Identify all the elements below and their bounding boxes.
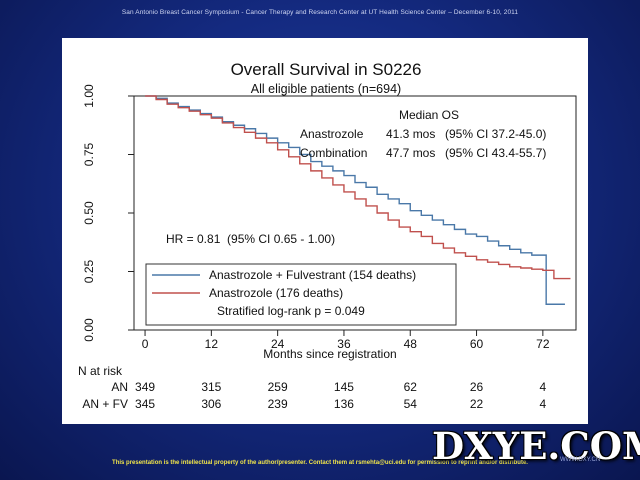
watermark-logo: DXYE.COM	[432, 424, 640, 468]
x-tick-label: 24	[271, 337, 285, 351]
x-tick-label: 60	[470, 337, 484, 351]
median-os-arm-2: Combination	[300, 146, 367, 160]
risk-cell: 4	[540, 380, 547, 394]
slide-footer: This presentation is the intellectual pr…	[112, 460, 528, 466]
median-os-value-2: 47.7 mos	[386, 146, 435, 160]
risk-cell: 4	[540, 397, 547, 411]
risk-cell: 306	[201, 397, 221, 411]
survival-curves	[145, 95, 571, 305]
chart-panel: Overall Survival in S0226 All eligible p…	[62, 38, 588, 424]
x-tick-label: 0	[142, 337, 149, 351]
y-tick-label: 0.50	[82, 201, 96, 225]
x-tick-label: 12	[205, 337, 219, 351]
x-tick-label: 72	[536, 337, 550, 351]
x-tick-label: 36	[337, 337, 351, 351]
y-tick-label: 1.00	[82, 84, 96, 108]
x-tick-label: 48	[404, 337, 418, 351]
risk-cell: 145	[334, 380, 354, 394]
legend-label-2: Anastrozole (176 deaths)	[209, 286, 343, 300]
risk-row-label-an: AN	[111, 380, 128, 394]
risk-values: 349 315 259 145 62 26 4 345 306 239 136 54 22 4	[135, 380, 546, 411]
legend-box	[145, 263, 457, 326]
legend-note: Stratified log-rank p = 0.049	[217, 304, 365, 318]
slide-header: San Antonio Breast Cancer Symposium - Ca…	[121, 9, 519, 16]
curve-an	[145, 95, 571, 280]
risk-cell: 239	[268, 397, 288, 411]
risk-cell: 349	[135, 380, 155, 394]
risk-row-label-anfv: AN + FV	[82, 397, 128, 411]
watermark-url: WWW.DXY.CN	[560, 457, 601, 463]
median-os-arm-1: Anastrozole	[300, 127, 364, 141]
risk-cell: 315	[201, 380, 221, 394]
survival-chart: Overall Survival in S0226 All eligible p…	[78, 60, 577, 411]
risk-table: N at risk AN AN + FV 349 315 259 145 62 26 434…	[78, 364, 547, 411]
x-axis: 0 12 24 36 48 60 72	[142, 330, 550, 351]
x-axis-label: Months since registration	[263, 347, 396, 361]
risk-cell: 259	[268, 380, 288, 394]
risk-cell: 62	[404, 380, 418, 394]
legend: Anastrozole + Fulvestrant (154 deaths) A…	[145, 263, 457, 326]
risk-cell: 54	[404, 397, 418, 411]
y-axis: 0.00 0.25 0.50 0.75 1.00	[82, 84, 134, 342]
curve-an-fv	[145, 95, 565, 305]
risk-cell: 345	[135, 397, 155, 411]
y-tick-label: 0.75	[82, 142, 96, 166]
risk-cell: 136	[334, 397, 354, 411]
chart-title: Overall Survival in S0226	[231, 60, 422, 79]
risk-cell: 26	[470, 380, 484, 394]
risk-table-heading: N at risk	[78, 364, 123, 378]
legend-label-1: Anastrozole + Fulvestrant (154 deaths)	[209, 268, 416, 282]
median-os-ci-1: (95% CI 37.2-45.0)	[445, 127, 546, 141]
chart-subtitle: All eligible patients (n=694)	[251, 82, 401, 96]
median-os-value-1: 41.3 mos	[386, 127, 435, 141]
hazard-ratio: HR = 0.81 (95% CI 0.65 - 1.00)	[166, 232, 335, 246]
median-os-ci-2: (95% CI 43.4-55.7)	[445, 146, 546, 160]
median-os-heading: Median OS	[399, 108, 459, 122]
risk-cell: 22	[470, 397, 484, 411]
y-tick-label: 0.25	[82, 259, 96, 283]
y-tick-label: 0.00	[82, 318, 96, 342]
